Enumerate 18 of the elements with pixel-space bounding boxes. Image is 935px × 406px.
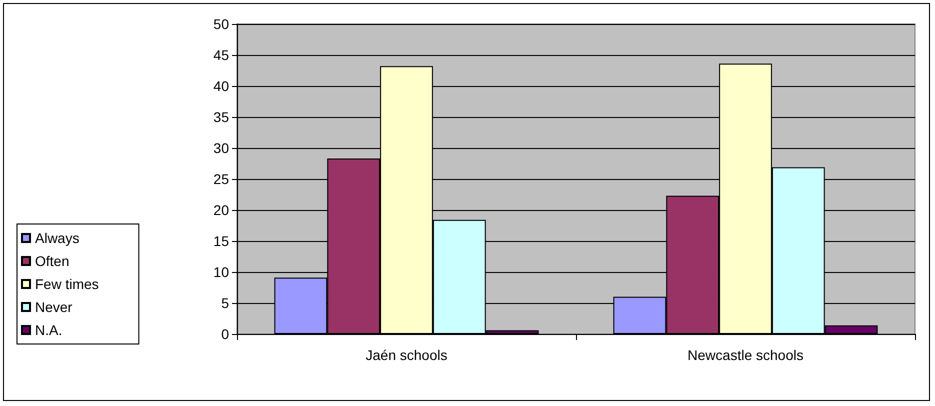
x-tick-label: Newcastle schools — [688, 347, 804, 363]
y-tick-label: 20 — [213, 202, 230, 218]
y-tick-label: 15 — [213, 233, 230, 249]
y-tick-label: 45 — [213, 47, 230, 63]
legend-label: Never — [35, 299, 73, 315]
y-tick-label: 5 — [221, 295, 230, 311]
y-tick-label: 25 — [213, 171, 230, 187]
y-tick-label: 50 — [213, 16, 230, 32]
legend-label: Always — [35, 230, 80, 246]
legend-label: Few times — [35, 276, 99, 292]
y-tick-label: 0 — [221, 326, 230, 342]
x-tick-label: Jaén schools — [366, 347, 448, 363]
y-tick-label: 35 — [213, 109, 230, 125]
y-tick-label: 10 — [213, 264, 230, 280]
y-tick-label: 30 — [213, 140, 230, 156]
legend-label: N.A. — [35, 322, 62, 338]
y-tick-label: 40 — [213, 78, 230, 94]
legend-label: Often — [35, 253, 70, 269]
